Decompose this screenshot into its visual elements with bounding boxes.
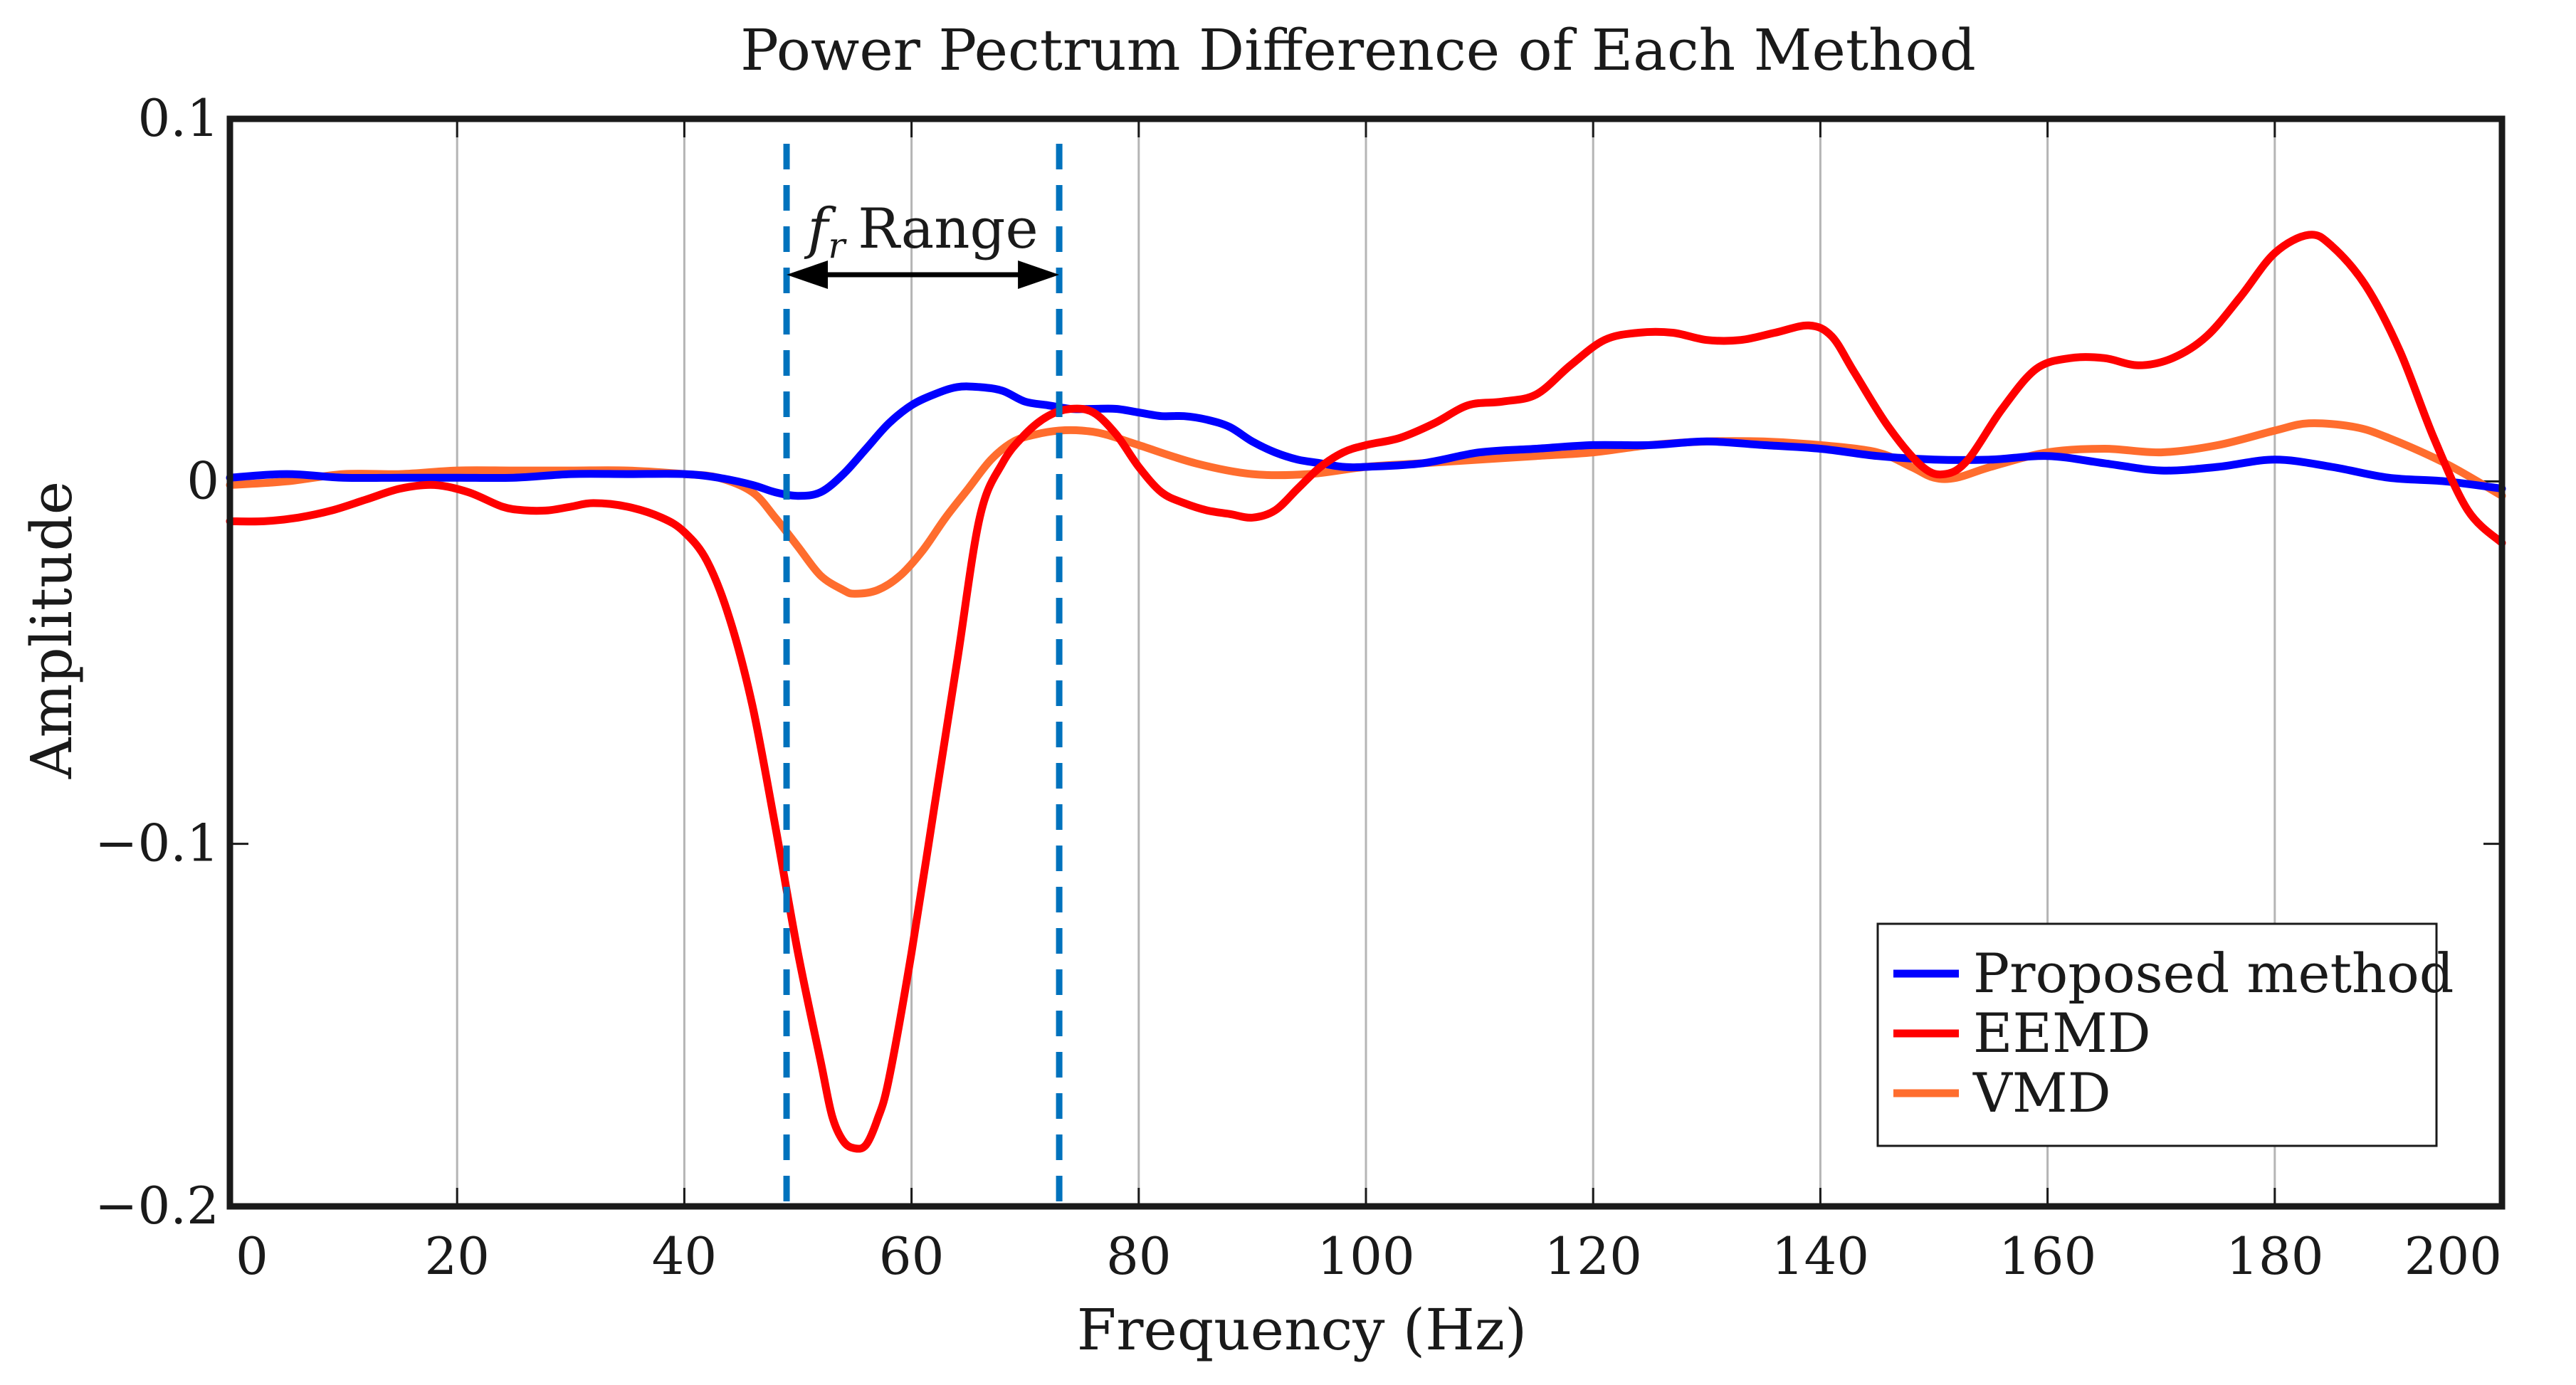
legend-box bbox=[1876, 922, 2438, 1147]
x-tick-label: 20 bbox=[424, 1226, 490, 1286]
range-arrow-left-head bbox=[787, 260, 829, 290]
legend-label: VMD bbox=[1972, 1061, 2111, 1125]
x-tick-label: 80 bbox=[1106, 1226, 1172, 1286]
chart-title: Power Pectrum Difference of Each Method bbox=[740, 17, 1976, 83]
x-tick-label: 200 bbox=[2404, 1226, 2502, 1286]
x-tick-label: 120 bbox=[1544, 1226, 1641, 1286]
x-tick-label: 60 bbox=[879, 1226, 945, 1286]
y-tick-label: −0.2 bbox=[95, 1176, 219, 1236]
x-tick-label: 180 bbox=[2226, 1226, 2323, 1286]
fr-range-annotation: fr Range bbox=[783, 144, 1063, 1206]
x-tick-label: 160 bbox=[1999, 1226, 2096, 1286]
series-lines bbox=[226, 231, 2506, 1153]
y-tick-label: −0.1 bbox=[95, 813, 219, 873]
series-line-proposed-method bbox=[226, 382, 2506, 500]
x-tick-label: 40 bbox=[652, 1226, 717, 1286]
range-label-text: Range bbox=[858, 197, 1038, 261]
x-tick-label: 0 bbox=[236, 1226, 268, 1286]
range-label-subscript: r bbox=[828, 225, 847, 266]
grid bbox=[456, 119, 2276, 1206]
tick-labels: 0 20 40 60 80 100 120 140 160 180 200 −0.2 −0.1 0 0.1 bbox=[95, 88, 2502, 1286]
y-axis-label: Amplitude bbox=[19, 481, 85, 779]
range-arrow-right-head bbox=[1018, 260, 1060, 290]
y-tick-label: 0 bbox=[186, 451, 219, 510]
plot-frame bbox=[226, 115, 2506, 1210]
x-tick-label: 100 bbox=[1317, 1226, 1414, 1286]
legend-label: Proposed method bbox=[1973, 942, 2454, 1005]
x-tick-label: 140 bbox=[1772, 1226, 1869, 1286]
y-tick-label: 0.1 bbox=[137, 88, 219, 148]
range-label: fr Range bbox=[804, 197, 1038, 266]
series-line-eemd bbox=[226, 231, 2506, 1153]
x-axis-label: Frequency (Hz) bbox=[1077, 1297, 1527, 1363]
legend-label: EEMD bbox=[1973, 1001, 2151, 1065]
